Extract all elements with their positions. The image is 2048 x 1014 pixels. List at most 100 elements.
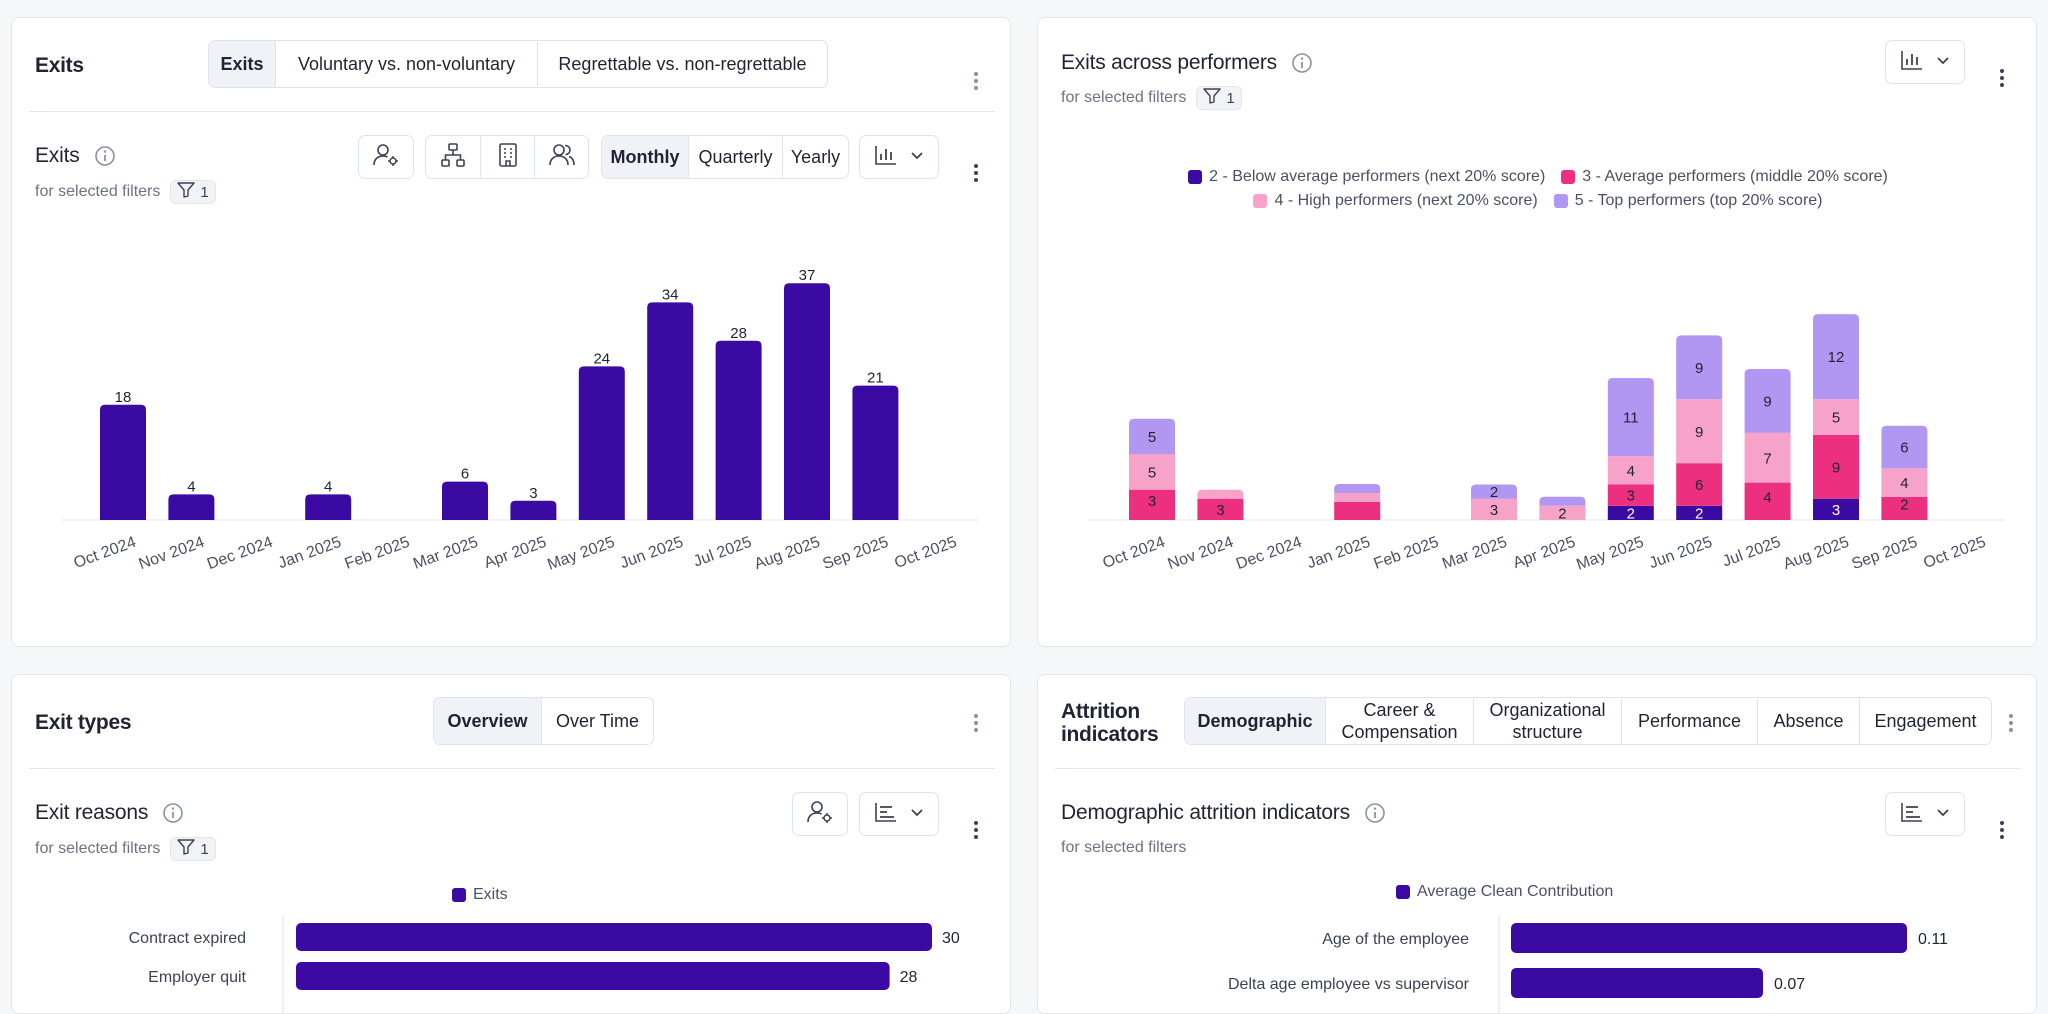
- bar-value-label: 34: [662, 286, 679, 303]
- tab-engagement[interactable]: Engagement: [1859, 698, 1991, 744]
- more-options-icon[interactable]: [966, 158, 986, 188]
- legend-item-high[interactable]: 4 - High performers (next 20% score): [1253, 192, 1538, 210]
- chart-type-dropdown[interactable]: [859, 792, 939, 836]
- more-options-icon[interactable]: [966, 815, 986, 845]
- filter-icon: [177, 839, 196, 859]
- tab-absence[interactable]: Absence: [1757, 698, 1859, 744]
- tab-monthly[interactable]: Monthly: [602, 136, 688, 178]
- stacked-bar-segment: [1881, 425, 1928, 469]
- bar-value-label: 6: [461, 466, 469, 483]
- building-button[interactable]: [480, 136, 534, 178]
- legend-item-below-average[interactable]: 2 - Below average performers (next 20% s…: [1188, 168, 1545, 186]
- legend-swatch: [1188, 170, 1203, 184]
- performers-title: Exits across performers: [1061, 51, 1277, 74]
- stacked-bar-segment: [1744, 482, 1791, 511]
- user-settings-icon: [806, 799, 834, 830]
- stacked-bar-segment: [1676, 335, 1723, 400]
- legend-label: 5 - Top performers (top 20% score): [1574, 192, 1823, 209]
- chart-type-dropdown[interactable]: [859, 135, 939, 179]
- filter-chip[interactable]: 1: [170, 180, 216, 204]
- stacked-bar-segment: [1676, 399, 1723, 464]
- stacked-bar-segment: [1539, 496, 1586, 506]
- tab-over-time[interactable]: Over Time: [541, 698, 653, 744]
- stacked-bar-segment: [1334, 493, 1381, 502]
- demographic-chart: Age of the employee 0.11 Delta age employe…: [1228, 915, 1948, 1013]
- tab-career-compensation[interactable]: Career & Compensation: [1325, 698, 1473, 744]
- divider: [29, 111, 995, 112]
- legend-item-average[interactable]: 3 - Average performers (middle 20% score…: [1561, 168, 1888, 186]
- filter-chip[interactable]: 1: [170, 837, 216, 861]
- exit-reasons-filter-note: for selected filters 1: [35, 837, 216, 861]
- filter-count: 1: [200, 183, 209, 201]
- filter-chip[interactable]: 1: [1196, 86, 1242, 110]
- legend-item-exits[interactable]: Exits: [452, 886, 508, 904]
- more-options-icon[interactable]: [1992, 63, 2012, 93]
- tab-performance[interactable]: Performance: [1621, 698, 1757, 744]
- info-icon[interactable]: [162, 802, 184, 824]
- segment-value-label: 9: [1763, 393, 1771, 410]
- org-chart-button[interactable]: [426, 136, 480, 178]
- x-tick-label: Apr 2025: [1511, 534, 1578, 572]
- x-tick-label: Aug 2025: [752, 534, 822, 573]
- category-label: Contract expired: [129, 930, 246, 947]
- segment-value-label: 4: [1900, 475, 1908, 492]
- info-icon[interactable]: [1291, 52, 1313, 74]
- stacked-bar-segment: [1813, 498, 1859, 520]
- tab-voluntary[interactable]: Voluntary vs. non-voluntary: [275, 41, 537, 87]
- attrition-title-line2: indicators: [1061, 723, 1159, 746]
- segment-value-label: 9: [1832, 459, 1840, 476]
- x-tick-label: Nov 2024: [137, 534, 207, 573]
- stacked-bar-segment: [1129, 418, 1175, 455]
- exit-bar: [578, 366, 625, 520]
- tab-organizational-structure[interactable]: Organizational structure: [1473, 698, 1621, 744]
- exit-bar: [442, 481, 488, 520]
- more-options-icon[interactable]: [2001, 708, 2021, 738]
- x-tick-label: Oct 2024: [72, 534, 139, 572]
- legend-item-top[interactable]: 5 - Top performers (top 20% score): [1553, 192, 1823, 210]
- user-settings-button[interactable]: [358, 135, 414, 179]
- legend-item-average-clean-contribution[interactable]: Average Clean Contribution: [1396, 883, 1613, 901]
- chart-type-dropdown[interactable]: [1885, 792, 1965, 836]
- tab-exits[interactable]: Exits: [209, 41, 275, 87]
- stacked-bar-segment: [1607, 456, 1654, 485]
- x-tick-label: Jun 2025: [1647, 534, 1715, 573]
- tab-yearly[interactable]: Yearly: [782, 136, 848, 178]
- stacked-bar-segment: [1881, 511, 1928, 520]
- more-options-icon[interactable]: [1992, 815, 2012, 845]
- exit-bar: [100, 404, 146, 520]
- stacked-bar-segment: [1744, 369, 1791, 433]
- chart-type-dropdown[interactable]: [1885, 40, 1965, 84]
- tab-regrettable[interactable]: Regrettable vs. non-regrettable: [537, 41, 827, 87]
- x-tick-label: Apr 2025: [482, 534, 549, 572]
- demographic-filter-note: for selected filters: [1061, 839, 1186, 857]
- x-tick-label: May 2025: [545, 534, 617, 574]
- filters-note-text: for selected filters: [1061, 89, 1187, 106]
- bar-value-label: 3: [529, 485, 537, 502]
- bar-value-label: 21: [867, 370, 884, 387]
- bar-value-label: 28: [900, 969, 918, 986]
- tab-overview[interactable]: Overview: [434, 698, 541, 744]
- info-icon[interactable]: [94, 145, 116, 167]
- org-chart-icon: [440, 142, 466, 173]
- stacked-bar-segment: [1813, 314, 1859, 400]
- stacked-bar-segment: [1129, 454, 1175, 490]
- tab-demographic[interactable]: Demographic: [1185, 698, 1325, 744]
- tab-quarterly[interactable]: Quarterly: [688, 136, 782, 178]
- exit-reasons-legend: Exits: [452, 886, 508, 904]
- attrition-title-line1: Attrition: [1061, 700, 1140, 723]
- attrition-indicator-bar: [1511, 923, 1907, 953]
- user-settings-button[interactable]: [792, 792, 848, 836]
- exit-types-tabs: Overview Over Time: [433, 697, 654, 745]
- stacked-bar-segment: [1471, 484, 1517, 499]
- users-button[interactable]: [534, 136, 588, 178]
- segment-value-label: 12: [1828, 349, 1845, 366]
- legend-label: Exits: [473, 886, 508, 903]
- more-options-icon[interactable]: [966, 708, 986, 738]
- info-icon[interactable]: [1364, 802, 1386, 824]
- segment-value-label: 6: [1900, 440, 1908, 457]
- stacked-bar-segment: [1539, 505, 1586, 520]
- segment-value-label: 7: [1763, 450, 1771, 467]
- x-tick-label: Nov 2024: [1166, 534, 1236, 573]
- more-options-icon[interactable]: [966, 66, 986, 96]
